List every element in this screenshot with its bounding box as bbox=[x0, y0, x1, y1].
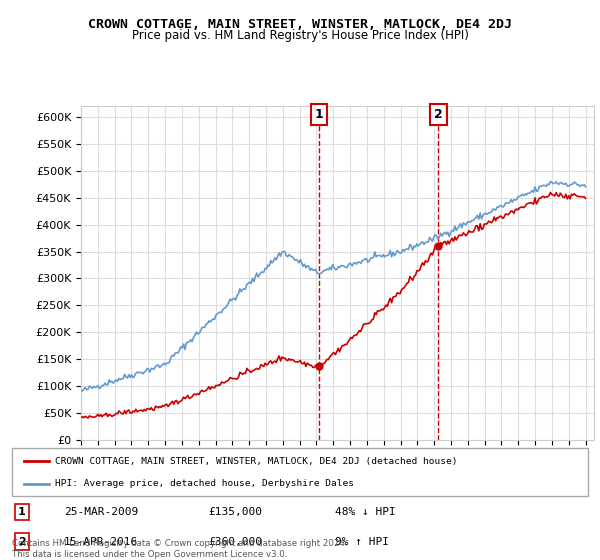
Text: 2: 2 bbox=[434, 108, 443, 121]
Text: 2: 2 bbox=[18, 536, 26, 547]
Text: 15-APR-2016: 15-APR-2016 bbox=[64, 536, 138, 547]
Text: £360,000: £360,000 bbox=[208, 536, 262, 547]
Text: Contains HM Land Registry data © Crown copyright and database right 2024.
This d: Contains HM Land Registry data © Crown c… bbox=[12, 539, 347, 559]
Text: £135,000: £135,000 bbox=[208, 507, 262, 517]
Text: HPI: Average price, detached house, Derbyshire Dales: HPI: Average price, detached house, Derb… bbox=[55, 479, 354, 488]
Text: 1: 1 bbox=[18, 507, 26, 517]
Text: 1: 1 bbox=[315, 108, 323, 121]
Text: Price paid vs. HM Land Registry's House Price Index (HPI): Price paid vs. HM Land Registry's House … bbox=[131, 29, 469, 42]
Text: 25-MAR-2009: 25-MAR-2009 bbox=[64, 507, 138, 517]
Text: CROWN COTTAGE, MAIN STREET, WINSTER, MATLOCK, DE4 2DJ (detached house): CROWN COTTAGE, MAIN STREET, WINSTER, MAT… bbox=[55, 457, 458, 466]
Text: 9% ↑ HPI: 9% ↑ HPI bbox=[335, 536, 389, 547]
Text: CROWN COTTAGE, MAIN STREET, WINSTER, MATLOCK, DE4 2DJ: CROWN COTTAGE, MAIN STREET, WINSTER, MAT… bbox=[88, 18, 512, 31]
Text: 48% ↓ HPI: 48% ↓ HPI bbox=[335, 507, 395, 517]
